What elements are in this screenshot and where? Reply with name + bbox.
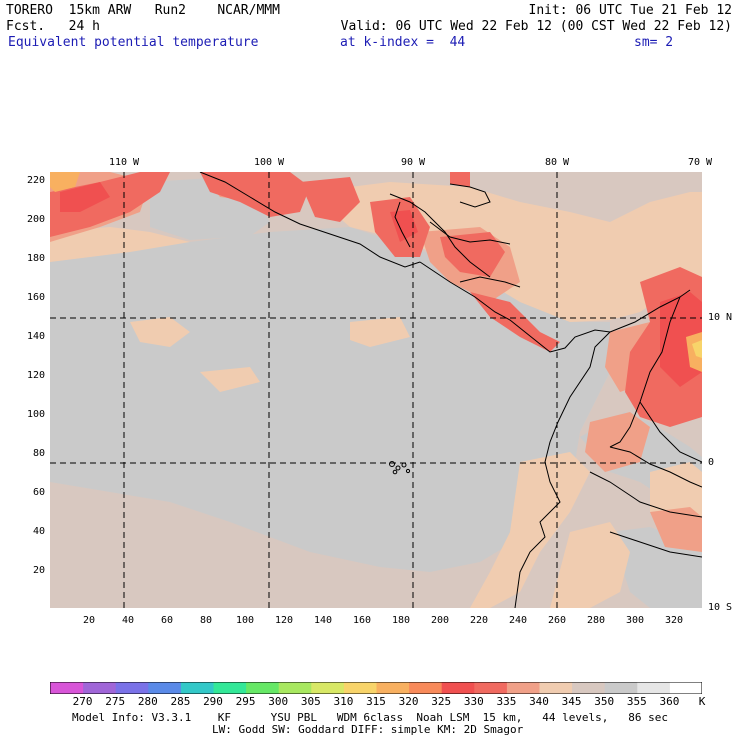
grid-y-label: 100 xyxy=(26,409,45,420)
colorbar-label: 280 xyxy=(137,695,158,708)
colorbar-label: 345 xyxy=(561,695,582,708)
colorbar-label: 275 xyxy=(105,695,126,708)
theta-e-map xyxy=(50,172,702,608)
galapagos-islands xyxy=(389,461,411,475)
colorbar-swatch xyxy=(213,682,247,694)
colorbar-label: 290 xyxy=(203,695,223,708)
grid-x-label: 220 xyxy=(469,615,489,626)
colorbar-swatch xyxy=(50,682,84,694)
grid-x-label: 100 xyxy=(235,615,255,626)
colorbar-swatch xyxy=(82,682,116,694)
colorbar-swatch xyxy=(245,682,279,694)
lat-label-0: 0 xyxy=(708,457,715,468)
grid-y-label: 80 xyxy=(32,448,45,459)
grid-x-label: 120 xyxy=(274,615,294,626)
colorbar-label: 300 xyxy=(268,695,289,708)
colorbar-label: 320 xyxy=(398,695,419,708)
colorbar-swatch xyxy=(180,682,214,694)
colorbar-swatch xyxy=(343,682,377,694)
grid-x-label: 20 xyxy=(82,615,96,626)
physics-info: LW: Godd SW: Goddard DIFF: simple KM: 2D… xyxy=(212,723,524,736)
colorbar-label: 315 xyxy=(366,695,386,708)
grid-y-label: 180 xyxy=(26,253,45,264)
lon-label-80w: 80 W xyxy=(544,157,570,168)
forecast-hour: Fcst. 24 h xyxy=(6,19,100,34)
map-canvas xyxy=(50,172,702,608)
grid-x-label: 80 xyxy=(199,615,213,626)
grid-x-label: 280 xyxy=(586,615,606,626)
grid-x-label: 200 xyxy=(430,615,450,626)
valid-time: Valid: 06 UTC Wed 22 Feb 12 (00 CST Wed … xyxy=(340,19,732,34)
grid-x-label: 240 xyxy=(508,615,528,626)
grid-x-label: 300 xyxy=(625,615,645,626)
colorbar-swatch xyxy=(571,682,605,694)
colorbar-unit: K xyxy=(698,695,706,708)
grid-x-label: 40 xyxy=(121,615,135,626)
colorbar-swatch xyxy=(408,682,442,694)
grid-y-label: 40 xyxy=(32,526,45,537)
coastlines xyxy=(199,172,702,608)
colorbar-label: 295 xyxy=(235,695,256,708)
grid-x-label: 140 xyxy=(313,615,333,626)
grid-x-label: 160 xyxy=(352,615,372,626)
grid-x-label: 260 xyxy=(547,615,567,626)
lat-label-10n: 10 N xyxy=(708,312,733,323)
colorbar-label: 330 xyxy=(463,695,484,708)
colorbar-swatch xyxy=(278,682,312,694)
colorbar-swatch xyxy=(473,682,507,694)
colorbar-label: 325 xyxy=(431,695,452,708)
colorbar-label: 350 xyxy=(594,695,615,708)
grid-x-label: 320 xyxy=(664,615,684,626)
lon-label-110w: 110 W xyxy=(108,157,140,168)
grid-y-label: 160 xyxy=(26,292,45,303)
grid-y-label: 220 xyxy=(26,175,45,186)
colorbar-label: 285 xyxy=(170,695,191,708)
colorbar-label: 270 xyxy=(72,695,93,708)
level-info: at k-index = 44 xyxy=(340,35,466,50)
grid-y-label: 20 xyxy=(32,565,45,576)
model-title: TORERO 15km ARW Run2 NCAR/MMM xyxy=(6,3,280,18)
colorbar-swatch xyxy=(376,682,410,694)
field-name: Equivalent potential temperature xyxy=(8,35,259,50)
colorbar-label: 305 xyxy=(300,695,321,708)
grid-y-label: 140 xyxy=(26,331,45,342)
grid-x-label: 180 xyxy=(391,615,411,626)
grid-x-label: 60 xyxy=(160,615,174,626)
colorbar-label: 360 xyxy=(659,695,680,708)
lat-label-10s: 10 S xyxy=(708,602,733,613)
lon-label-100w: 100 W xyxy=(253,157,285,168)
lat-lon-grid xyxy=(50,172,702,608)
lon-label-90w: 90 W xyxy=(400,157,426,168)
colorbar-swatch xyxy=(147,682,181,694)
colorbar-label: 340 xyxy=(529,695,549,708)
grid-y-label: 60 xyxy=(32,487,45,498)
colorbar-swatch xyxy=(441,682,475,694)
colorbar-swatch xyxy=(604,682,638,694)
colorbar xyxy=(50,682,702,694)
colorbar-swatch xyxy=(506,682,540,694)
smoothing-info: sm= 2 xyxy=(634,35,674,50)
colorbar-swatch xyxy=(669,682,702,694)
colorbar-label: 335 xyxy=(496,695,517,708)
init-time: Init: 06 UTC Tue 21 Feb 12 xyxy=(528,3,733,18)
colorbar-swatch xyxy=(310,682,344,694)
colorbar-label: 310 xyxy=(333,695,354,708)
colorbar-swatch xyxy=(115,682,149,694)
lon-label-70w: 70 W xyxy=(687,157,713,168)
grid-y-label: 120 xyxy=(26,370,45,381)
colorbar-swatch xyxy=(636,682,670,694)
colorbar-swatch xyxy=(539,682,573,694)
model-info: Model Info: V3.3.1 KF YSU PBL WDM 6class… xyxy=(72,711,669,724)
hot-spots xyxy=(50,172,702,372)
colorbar-label: 355 xyxy=(626,695,647,708)
grid-y-label: 200 xyxy=(26,214,45,225)
